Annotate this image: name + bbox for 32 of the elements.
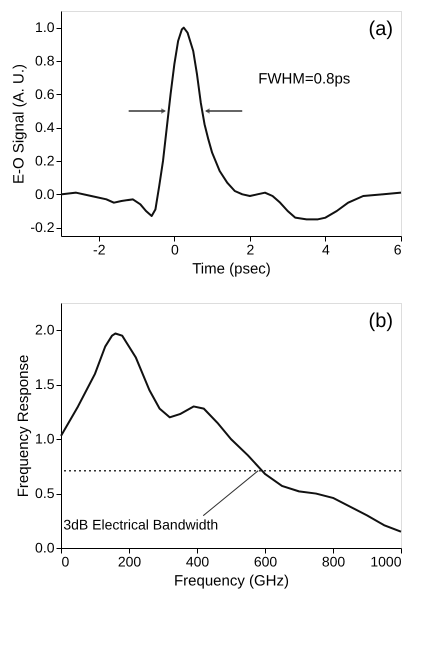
- y-tick-label: 0.4: [35, 119, 55, 136]
- x-tick-label: 400: [186, 554, 210, 570]
- y-tick-label: 0.0: [35, 186, 55, 202]
- y-tick-label: 2.0: [35, 322, 55, 338]
- x-tick-label: 2: [246, 242, 254, 258]
- x-tick-label: 6: [394, 242, 402, 258]
- x-tick-label: 1000: [370, 554, 402, 570]
- y-tick-label: 1.0: [35, 430, 55, 447]
- annotation: FWHM=0.8ps: [258, 70, 350, 88]
- y-tick-label: 0.5: [35, 485, 55, 502]
- y-axis-title: E-O Signal (A. U.): [10, 64, 28, 184]
- y-tick-label: -0.2: [30, 219, 55, 236]
- x-axis-title: Frequency (GHz): [174, 572, 290, 590]
- x-tick-label: 200: [118, 554, 142, 570]
- annotation: (a): [368, 18, 393, 40]
- annotation: (b): [368, 310, 393, 332]
- y-tick-label: 1.5: [35, 376, 55, 392]
- x-tick-label: -2: [93, 242, 106, 258]
- x-tick-label: 4: [322, 242, 330, 258]
- y-tick-label: 0.6: [35, 86, 55, 102]
- annotation: 3dB Electrical Bandwidth: [63, 516, 218, 533]
- x-tick-label: 0: [170, 242, 179, 258]
- y-tick-label: 0.2: [35, 152, 55, 168]
- x-tick-label: 800: [322, 554, 346, 570]
- y-tick-label: 1.0: [35, 19, 55, 36]
- y-tick-label: 0.0: [35, 540, 55, 556]
- y-axis-title: Frequency Response: [15, 354, 32, 498]
- x-tick-label: 600: [254, 554, 278, 570]
- x-axis-title: Time (psec): [192, 260, 271, 278]
- y-tick-label: 0.8: [35, 52, 55, 68]
- line-series: [60, 332, 402, 533]
- x-tick-label: 0: [62, 554, 70, 570]
